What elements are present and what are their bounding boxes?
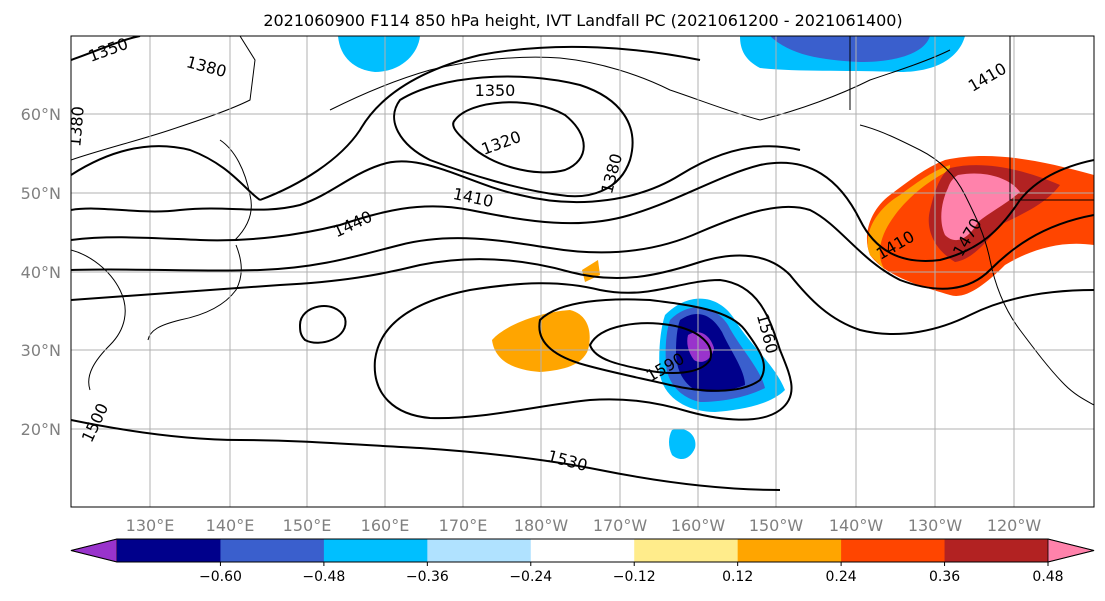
lon-tick: 150°E: [283, 516, 332, 535]
coast-korea-china: [71, 249, 126, 391]
colorbar-segment: [117, 539, 221, 562]
colorbar-segment: [841, 539, 946, 562]
ivt-shade-m0.60: [687, 332, 714, 362]
ivt-shade-0.60: [941, 173, 1020, 241]
colorbar-tick-label: −0.36: [406, 569, 449, 585]
coast-japan: [147, 244, 242, 341]
lat-tick: 60°N: [21, 105, 61, 124]
colorbar-extend-max: [1047, 538, 1095, 563]
contour-1380: [71, 36, 701, 201]
contour-label: 1350: [475, 81, 516, 100]
contour-label: 1380: [65, 105, 87, 147]
colorbar-segment: [944, 539, 1049, 562]
colorbar: −0.60 −0.48 −0.36 −0.24 −0.12 0.12 0.24 0.36 0.4…: [70, 538, 1095, 585]
height-contours: [71, 36, 1094, 491]
colorbar-tick-label: 0.36: [929, 569, 960, 585]
lon-tick: 120°W: [987, 516, 1042, 535]
lon-tick: 130°W: [908, 516, 963, 535]
colorbar-segment: [634, 539, 739, 562]
lon-tick: 180°W: [514, 516, 569, 535]
lon-tick: 150°W: [749, 516, 804, 535]
colorbar-tick-label: 0.12: [722, 569, 753, 585]
ivt-shade-small: [669, 428, 696, 460]
contour-1470: [71, 205, 1094, 290]
lon-tick-labels: 130°E 140°E 150°E 160°E 170°E 180°W 170°…: [126, 516, 1042, 535]
borders: [849, 36, 1094, 201]
contour-1500: [71, 254, 1094, 336]
coast-alaska-south: [759, 49, 951, 121]
colorbar-segment: [737, 539, 842, 562]
colorbar-segment: [323, 539, 428, 562]
lat-tick: 40°N: [21, 263, 61, 282]
colorbar-tick-label: −0.12: [613, 569, 656, 585]
lon-tick: 140°E: [206, 516, 255, 535]
colorbar-tick-label: −0.24: [509, 569, 552, 585]
lat-tick: 30°N: [21, 341, 61, 360]
lon-tick: 170°W: [593, 516, 648, 535]
lon-tick: 160°E: [361, 516, 410, 535]
lon-tick: 130°E: [126, 516, 175, 535]
contour-1440: [71, 159, 1094, 262]
contour-1410: [71, 145, 801, 213]
lon-tick: 170°E: [439, 516, 488, 535]
colorbar-segment: [220, 539, 325, 562]
coastlines: [71, 36, 1094, 406]
contour-1530: [373, 278, 793, 421]
lon-tick: 160°W: [671, 516, 726, 535]
map-frame: [70, 35, 1095, 508]
contour-1560: [538, 298, 765, 392]
colorbar-extend-min: [70, 538, 118, 563]
lon-tick: 140°W: [829, 516, 884, 535]
colorbar-segment: [530, 539, 635, 562]
gridlines: [71, 36, 1094, 507]
ivt-shade-top-left: [338, 36, 420, 72]
contour-1530-south: [71, 419, 781, 491]
colorbar-tick-label: −0.60: [199, 569, 242, 585]
coast-siberia: [71, 36, 256, 161]
ivt-shade-0.24: [867, 165, 950, 270]
contour-1590: [588, 322, 712, 374]
contour-1350: [393, 75, 634, 198]
lat-tick-labels: 60°N 50°N 40°N 30°N 20°N: [21, 105, 61, 439]
colorbar-tick-label: 0.24: [826, 569, 857, 585]
coast-kamchatka-sakhalin: [219, 139, 252, 241]
map-area: 1350 1380 1350 1320 1380 1410 1440 1410 …: [65, 36, 1094, 507]
coast-california-mexico: [989, 259, 1094, 406]
colorbar-tick-label: −0.48: [302, 569, 345, 585]
contour-high-wnp: [298, 305, 347, 344]
colorbar-tick-label: 0.48: [1032, 569, 1063, 585]
lat-tick: 20°N: [21, 420, 61, 439]
lat-tick: 50°N: [21, 184, 61, 203]
coast-bc: [859, 124, 991, 261]
contour-1320: [452, 101, 585, 174]
coast-alaska-bering: [329, 56, 761, 121]
figure-title: 2021060900 F114 850 hPa height, IVT Land…: [263, 11, 902, 30]
colorbar-outline: [70, 538, 1095, 563]
colorbar-segment: [427, 539, 532, 562]
